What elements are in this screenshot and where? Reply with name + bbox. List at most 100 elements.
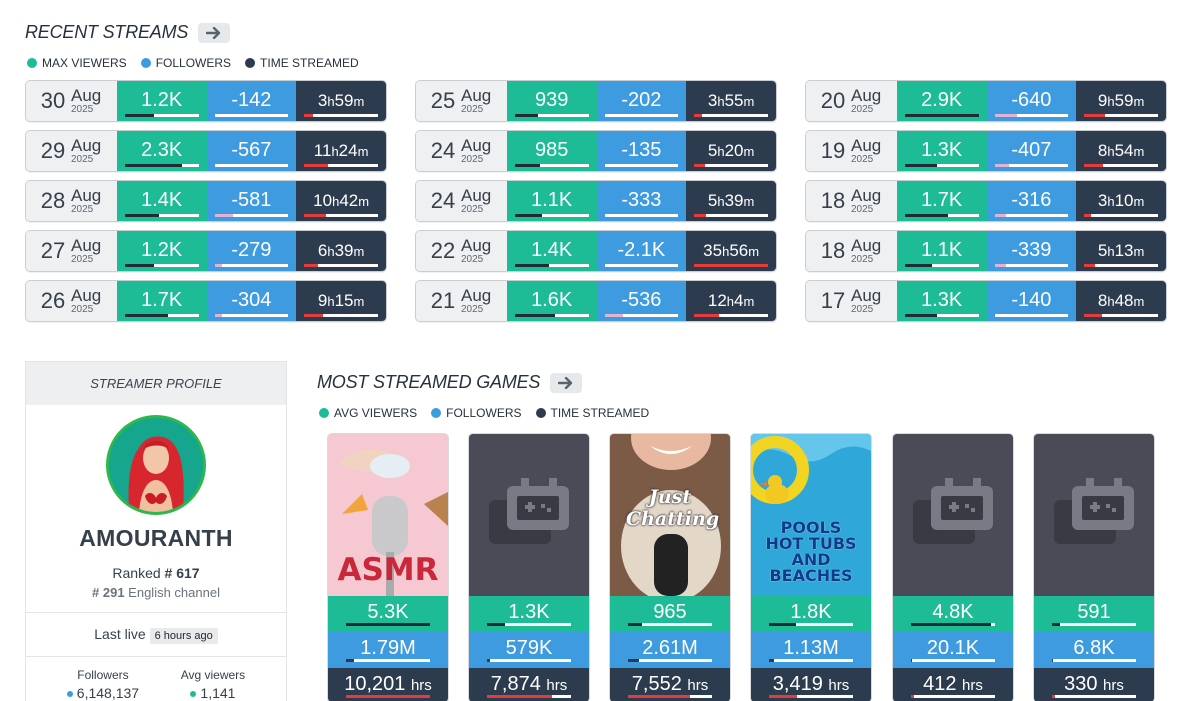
max-viewers-cell: 1.1K <box>506 181 597 221</box>
stream-row[interactable]: 27 Aug 2025 1.2K -279 6h39m <box>25 230 387 272</box>
time-streamed-value: 9h15m <box>318 291 364 311</box>
time-streamed-bar-fill <box>304 114 314 117</box>
time-streamed-bar <box>1084 164 1158 167</box>
game-card[interactable]: ASMR 5.3K 1.79M 10,201 hrs <box>327 433 449 701</box>
followers-cell: -333 <box>596 181 687 221</box>
legend-label: FOLLOWERS <box>446 406 522 420</box>
time-minutes: 15 <box>334 291 354 310</box>
stream-row[interactable]: 30 Aug 2025 1.2K -142 3h59m <box>25 80 387 122</box>
stream-row[interactable]: 20 Aug 2025 2.9K -640 9h59m <box>805 80 1167 122</box>
minutes-unit: m <box>358 194 370 209</box>
avg-viewers-bar <box>487 623 571 626</box>
language-rank-label: English channel <box>124 585 220 600</box>
hours-unit: h <box>1107 294 1115 309</box>
stream-month-year: Aug 2025 <box>461 287 491 315</box>
stream-row[interactable]: 18 Aug 2025 1.7K -316 3h10m <box>805 180 1167 222</box>
max-viewers-value: 2.9K <box>921 89 963 111</box>
followers-number: 6,148,137 <box>76 685 140 701</box>
stream-row[interactable]: 28 Aug 2025 1.4K -581 10h42m <box>25 180 387 222</box>
max-viewers-bar <box>904 114 979 117</box>
minutes-unit: m <box>353 294 365 309</box>
rank-value: # 617 <box>164 565 200 581</box>
stream-date: 24 Aug 2025 <box>416 181 507 221</box>
minutes-unit: m <box>743 294 755 309</box>
followers-value: -140 <box>1011 289 1052 311</box>
game-followers: 579K <box>469 632 589 668</box>
time-streamed-bar <box>694 214 768 217</box>
hours-unit: h <box>327 244 335 259</box>
followers-bar <box>604 164 679 167</box>
arrow-right-icon <box>206 26 221 39</box>
streamer-profile-card: STREAMER PROFILE AMOURANTH Ranked # 617 … <box>25 361 287 701</box>
recent-streams-arrow-button[interactable] <box>198 22 231 43</box>
followers-bar <box>994 214 1069 217</box>
game-card[interactable]: 591 6.8K 330 hrs <box>1033 433 1155 701</box>
minutes-unit: m <box>743 94 755 109</box>
followers-value: -135 <box>621 139 662 161</box>
time-minutes: 55 <box>724 91 744 110</box>
game-card[interactable]: 1.3K 579K 7,874 hrs <box>468 433 590 701</box>
stream-row[interactable]: 17 Aug 2025 1.3K -140 8h48m <box>805 280 1167 322</box>
followers-value: -142 <box>231 89 272 111</box>
stream-row[interactable]: 19 Aug 2025 1.3K -407 8h54m <box>805 130 1167 172</box>
stream-row[interactable]: 24 Aug 2025 985 -135 5h20m <box>415 130 777 172</box>
followers-bar <box>487 659 571 662</box>
stream-row[interactable]: 24 Aug 2025 1.1K -333 5h39m <box>415 180 777 222</box>
hours-value: 412 hrs <box>923 673 983 696</box>
followers-value: -339 <box>1011 239 1052 261</box>
stream-row[interactable]: 18 Aug 2025 1.1K -339 5h13m <box>805 230 1167 272</box>
max-viewers-value: 1.7K <box>921 189 963 211</box>
stream-day: 25 <box>430 88 456 113</box>
stream-row[interactable]: 26 Aug 2025 1.7K -304 9h15m <box>25 280 387 322</box>
game-cover-placeholder <box>893 434 1013 596</box>
max-viewers-bar-fill <box>124 164 183 167</box>
recent-streams-legend: MAX VIEWERS FOLLOWERS TIME STREAMED <box>27 56 359 70</box>
stream-date: 20 Aug 2025 <box>806 81 897 121</box>
hours-unit: h <box>327 294 335 309</box>
hours-unit: h <box>1107 194 1115 209</box>
game-card[interactable]: Just Chatting 965 2.61M 7,552 hrs <box>609 433 731 701</box>
game-cover-pools: POOLS HOT TUBS AND BEACHES <box>751 434 871 596</box>
max-viewers-cell: 939 <box>506 81 597 121</box>
stream-row[interactable]: 25 Aug 2025 939 -202 3h55m <box>415 80 777 122</box>
time-streamed-cell: 11h24m <box>296 131 386 171</box>
time-streamed-cell: 12h4m <box>686 281 776 321</box>
game-card[interactable]: 4.8K 20.1K 412 hrs <box>892 433 1014 701</box>
followers-cell: -339 <box>986 231 1077 271</box>
stream-row[interactable]: 21 Aug 2025 1.6K -536 12h4m <box>415 280 777 322</box>
recent-streams-header: RECENT STREAMS <box>25 22 231 43</box>
games-arrow-button[interactable] <box>550 372 583 393</box>
stream-month-year: Aug 2025 <box>461 187 491 215</box>
time-streamed-bar-fill <box>304 164 328 167</box>
legend-dot <box>319 408 329 418</box>
avg-viewers-bar <box>1052 623 1136 626</box>
followers-value: -316 <box>1011 189 1052 211</box>
max-viewers-bar-fill <box>514 164 540 167</box>
stream-month: Aug <box>461 286 492 305</box>
streams-column: 30 Aug 2025 1.2K -142 3h59m 29 Aug 2025 2.3K -567 1… <box>25 80 387 330</box>
hours-number: 3,419 <box>772 673 823 695</box>
time-streamed-bar <box>694 314 768 317</box>
stream-date: 26 Aug 2025 <box>26 281 117 321</box>
stream-month: Aug <box>461 186 492 205</box>
max-viewers-value: 1.2K <box>141 239 183 261</box>
streamer-rank: Ranked # 617 <box>26 565 286 581</box>
time-minutes: 10 <box>1114 191 1134 210</box>
legend-label: AVG VIEWERS <box>334 406 418 420</box>
time-hours: 8 <box>1097 291 1108 310</box>
stream-year: 2025 <box>461 154 484 165</box>
time-streamed-value: 3h59m <box>318 91 364 111</box>
streamer-avatar[interactable] <box>106 415 206 515</box>
stream-month-year: Aug 2025 <box>71 237 101 265</box>
time-minutes: 39 <box>334 241 354 260</box>
rank-prefix: Ranked <box>112 565 165 581</box>
game-card[interactable]: POOLS HOT TUBS AND BEACHES 1.8K 1.13M 3,419… <box>750 433 872 701</box>
hours-unit: h <box>332 194 340 209</box>
followers-bar-fill <box>214 214 233 217</box>
stream-row[interactable]: 29 Aug 2025 2.3K -567 11h24m <box>25 130 387 172</box>
legend-item: FOLLOWERS <box>431 406 522 420</box>
hours-bar <box>346 695 430 698</box>
max-viewers-cell: 1.3K <box>896 281 987 321</box>
stream-row[interactable]: 22 Aug 2025 1.4K -2.1K 35h56m <box>415 230 777 272</box>
time-hours: 11 <box>313 141 332 160</box>
